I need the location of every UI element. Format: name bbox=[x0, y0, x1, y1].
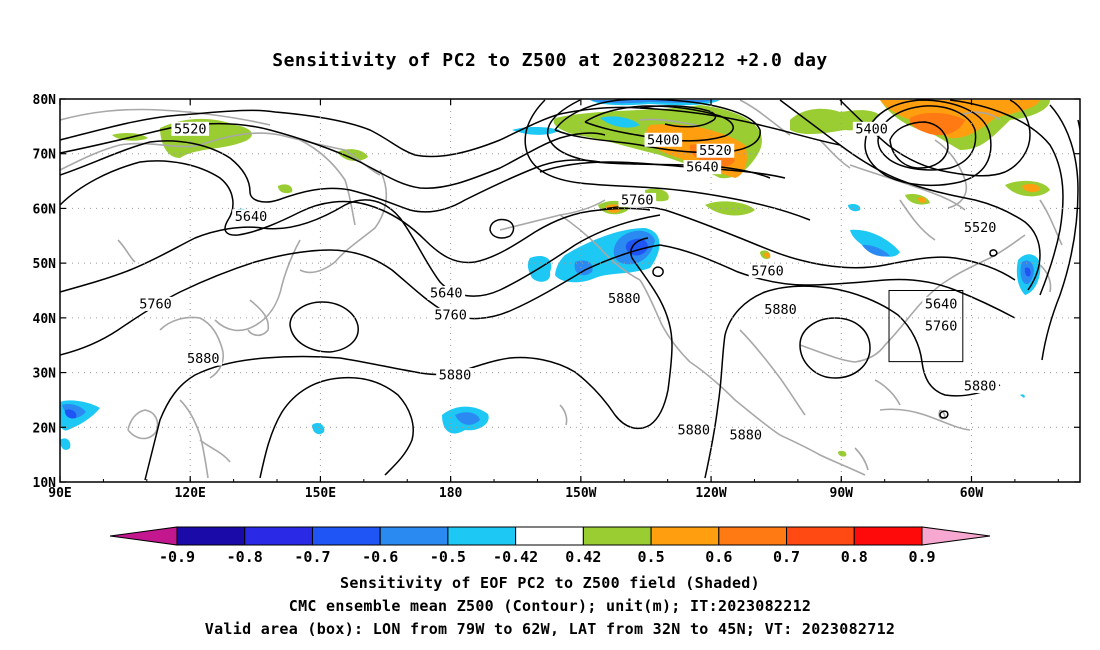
colorbar-swatch bbox=[515, 526, 584, 546]
lon-label: 120E bbox=[175, 486, 206, 501]
colorbar-label: 0.42 bbox=[565, 548, 601, 566]
colorbar-swatch bbox=[311, 526, 381, 546]
contour-label-bg bbox=[922, 296, 960, 311]
valid-area-box bbox=[888, 290, 964, 363]
contour-label: 5880 bbox=[730, 428, 763, 444]
contour-label: 5760 bbox=[139, 296, 172, 312]
lat-label: 20N bbox=[33, 421, 57, 436]
contour-label-bg bbox=[431, 307, 470, 322]
contour-label-bg bbox=[436, 368, 474, 383]
lat-label: 80N bbox=[33, 93, 57, 108]
lat-label: 50N bbox=[33, 257, 57, 272]
z500-contours bbox=[60, 99, 1080, 481]
lon-label: 90E bbox=[48, 486, 71, 501]
lon-label: 150E bbox=[305, 486, 336, 501]
contour-labels: 5520564057605880564057605880588058805400… bbox=[136, 121, 999, 444]
colorbar-label: 0.7 bbox=[773, 548, 800, 566]
coastlines bbox=[60, 99, 1063, 479]
colorbar-swatch bbox=[244, 526, 313, 546]
colorbar-high-extend bbox=[921, 526, 991, 546]
contour-label-bg bbox=[852, 121, 891, 136]
contour-label-bg bbox=[644, 132, 683, 147]
colorbar: -0.9 -0.8 -0.7 -0.6 -0.5 -0.42 0.42 0.5 0.6 0.7 0.… bbox=[109, 526, 991, 566]
contour-label-bg bbox=[618, 192, 657, 207]
contour-label: 5880 bbox=[608, 291, 641, 307]
colorbar-swatch bbox=[379, 526, 449, 546]
colorbar-swatch bbox=[582, 526, 652, 546]
lon-label: 90W bbox=[830, 486, 854, 501]
contour-label-bg bbox=[605, 291, 644, 306]
contour-label: 5400 bbox=[647, 132, 680, 148]
caption-line-3: Valid area (box): LON from 79W to 62W, L… bbox=[204, 620, 896, 638]
contour-label-bg bbox=[726, 428, 765, 443]
contour-label: 5640 bbox=[686, 160, 719, 176]
colorbar-label: -0.6 bbox=[362, 548, 398, 566]
contour-label-bg bbox=[184, 351, 223, 366]
colorbar-low-extend bbox=[109, 526, 178, 546]
contour-label: 5760 bbox=[925, 318, 958, 334]
lon-label: 120W bbox=[695, 486, 726, 501]
lat-label: 60N bbox=[33, 202, 57, 217]
contour-label: 5880 bbox=[764, 302, 797, 318]
colorbar-label: 0.8 bbox=[841, 548, 868, 566]
colorbar-swatch bbox=[650, 526, 720, 546]
lat-lon-grid bbox=[60, 99, 1080, 482]
contour-label-bg bbox=[961, 220, 999, 235]
contour-label: 5880 bbox=[187, 351, 220, 367]
contour-label: 5640 bbox=[430, 285, 463, 301]
colorbar-label: -0.9 bbox=[159, 548, 195, 566]
contour-label: 5880 bbox=[964, 378, 997, 394]
lat-label: 10N bbox=[33, 476, 57, 491]
colorbar-label: 0.9 bbox=[908, 548, 935, 566]
colorbar-swatch bbox=[718, 526, 788, 546]
contour-label: 5520 bbox=[964, 220, 997, 236]
contour-label: 5880 bbox=[439, 368, 472, 384]
contour-label-bg bbox=[922, 318, 960, 333]
contour-label-bg bbox=[136, 296, 175, 311]
colorbar-label: 0.5 bbox=[638, 548, 665, 566]
lon-label: 180 bbox=[439, 486, 463, 501]
colorbar-label: 0.6 bbox=[705, 548, 732, 566]
colorbar-label: -0.8 bbox=[227, 548, 263, 566]
contour-label: 5760 bbox=[751, 264, 784, 280]
lon-label: 60W bbox=[960, 486, 984, 501]
lon-label: 150W bbox=[565, 486, 596, 501]
lat-label: 40N bbox=[33, 312, 57, 327]
contour-label: 5760 bbox=[621, 192, 654, 208]
lat-label: 70N bbox=[33, 148, 57, 163]
contour-label-bg bbox=[427, 285, 466, 300]
contour-label-bg bbox=[696, 143, 735, 158]
lat-label: 30N bbox=[33, 367, 57, 382]
contour-label: 5760 bbox=[434, 307, 467, 323]
colorbar-swatch bbox=[176, 526, 246, 546]
map-frame bbox=[59, 98, 1081, 483]
contour-label-bg bbox=[961, 378, 999, 393]
colorbar-swatch bbox=[853, 526, 923, 546]
contour-label: 5640 bbox=[235, 209, 268, 225]
contour-label: 5520 bbox=[174, 121, 207, 137]
colorbar-swatch bbox=[786, 526, 855, 546]
colorbar-label: -0.42 bbox=[493, 548, 538, 566]
contour-label: 5880 bbox=[677, 422, 710, 438]
contour-label-bg bbox=[171, 121, 210, 136]
colorbar-label: -0.7 bbox=[294, 548, 330, 566]
caption-line-2: CMC ensemble mean Z500 (Contour); unit(m… bbox=[288, 597, 812, 615]
contour-label: 5400 bbox=[855, 121, 888, 137]
map-title: Sensitivity of PC2 to Z500 at 2023082212… bbox=[272, 50, 828, 71]
contour-label: 5640 bbox=[925, 296, 958, 312]
contour-label-bg bbox=[683, 160, 722, 175]
colorbar-label: -0.5 bbox=[430, 548, 466, 566]
contour-label: 5520 bbox=[699, 143, 732, 159]
map-axes: 90E 120E 150E 180 150W 120W 90W 60W 80N 70N 60N 50N… bbox=[33, 93, 1080, 501]
contour-label-bg bbox=[674, 422, 713, 437]
contour-label-bg bbox=[232, 209, 270, 224]
contour-label-bg bbox=[748, 264, 787, 279]
colorbar-swatch bbox=[447, 526, 517, 546]
contour-label-bg bbox=[761, 302, 800, 317]
caption-line-1: Sensitivity of EOF PC2 to Z500 field (Sh… bbox=[340, 574, 760, 592]
